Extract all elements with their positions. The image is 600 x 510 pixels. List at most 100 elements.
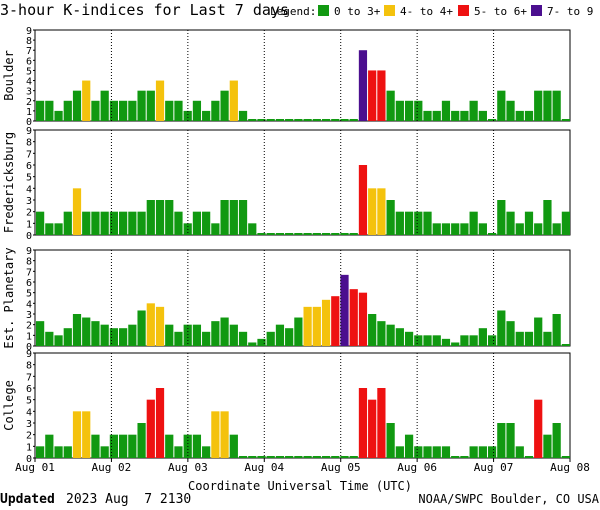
k-index-bar	[174, 100, 183, 121]
k-index-bar	[257, 338, 266, 346]
y-tick-label: 2	[26, 97, 32, 108]
k-index-bar	[285, 233, 294, 235]
k-index-bar	[238, 331, 248, 346]
k-index-bar	[561, 344, 570, 346]
k-index-bar	[497, 310, 506, 346]
k-index-bar	[506, 423, 515, 458]
k-index-bar	[368, 188, 377, 235]
k-index-bar	[266, 456, 275, 458]
k-index-bar	[331, 233, 340, 235]
k-index-bar	[395, 211, 404, 235]
k-index-bar	[202, 446, 211, 458]
panels-group: 0123456789Boulder0123456789Fredericksbur…	[2, 26, 571, 465]
legend-swatch-0-3	[318, 5, 329, 16]
k-index-bar	[294, 317, 303, 346]
k-index-bar	[183, 110, 192, 121]
x-axis: Aug 01 Aug 02 Aug 03 Aug 04 Aug 05 Aug 06 Aug …	[15, 30, 590, 474]
k-index-bar	[414, 100, 423, 121]
y-tick-label: 2	[26, 431, 32, 442]
k-index-bar	[220, 90, 229, 121]
y-tick-label: 2	[26, 208, 32, 219]
k-index-bar	[238, 200, 248, 235]
y-tick-label: 9	[26, 26, 32, 37]
k-index-bar	[534, 90, 543, 121]
k-index-bar	[72, 314, 82, 346]
panel-name: Est. Planetary	[2, 247, 16, 348]
k-index-bar	[552, 423, 561, 458]
k-index-bar	[82, 211, 91, 235]
k-index-bar	[441, 223, 451, 235]
y-tick-label: 5	[26, 289, 32, 300]
k-index-bar	[36, 446, 45, 458]
k-index-bar	[119, 100, 128, 121]
x-tick-label: Aug 07	[474, 461, 514, 474]
k-index-bar	[294, 456, 303, 458]
k-index-bar	[155, 388, 165, 458]
k-index-bar	[340, 233, 349, 235]
k-index-bar	[91, 211, 100, 235]
k-index-bar	[331, 296, 340, 346]
legend-swatch-5-6	[458, 5, 469, 16]
k-index-bar	[451, 223, 460, 235]
chart-title: 3-hour K-indices for Last 7 days	[0, 1, 289, 19]
k-index-bar	[303, 306, 312, 346]
k-index-bar	[561, 456, 570, 458]
k-index-bar	[82, 411, 91, 458]
k-index-bar	[109, 434, 119, 458]
k-index-bar	[321, 299, 331, 346]
k-index-bar	[515, 110, 524, 121]
k-index-bar	[487, 446, 497, 458]
k-index-bar	[211, 223, 220, 235]
x-tick-label: Aug 04	[244, 461, 284, 474]
k-index-bar	[285, 456, 294, 458]
y-tick-label: 8	[26, 36, 32, 47]
k-index-bar	[192, 324, 202, 346]
k-index-bar	[119, 328, 128, 346]
k-index-bar	[312, 306, 321, 346]
k-index-bar	[303, 456, 312, 458]
k-index-bar	[331, 119, 340, 121]
k-index-bar	[432, 223, 441, 235]
legend-swatch-4	[384, 5, 395, 16]
k-index-bar	[321, 456, 331, 458]
k-index-bar	[423, 446, 432, 458]
k-index-bar	[321, 233, 331, 235]
legend-text-7-9: 7- to 9	[547, 5, 593, 18]
k-index-bar	[460, 110, 469, 121]
k-index-bar	[552, 223, 561, 235]
k-index-bar	[377, 321, 386, 346]
k-index-bar	[275, 456, 285, 458]
k-index-bar	[266, 119, 275, 121]
k-index-bar	[146, 90, 155, 121]
k-index-bar	[358, 292, 368, 346]
k-index-bar	[183, 324, 192, 346]
k-index-bar	[238, 110, 248, 121]
k-index-bar	[506, 100, 515, 121]
y-tick-label: 4	[26, 407, 32, 418]
k-index-bar	[386, 423, 395, 458]
k-index-bar	[497, 200, 506, 235]
k-index-bar	[395, 100, 404, 121]
k-index-bar	[257, 233, 266, 235]
k-index-bar	[192, 211, 202, 235]
k-index-bar	[128, 211, 137, 235]
k-index-bar	[45, 331, 54, 346]
k-index-bar	[220, 200, 229, 235]
y-tick-label: 4	[26, 77, 32, 88]
x-tick-label: Aug 01	[15, 461, 55, 474]
k-index-bar	[331, 456, 340, 458]
k-index-bar	[478, 223, 487, 235]
y-tick-label: 4	[26, 184, 32, 195]
k-index-bar	[137, 423, 146, 458]
k-index-bar	[469, 446, 478, 458]
k-index-bar	[137, 310, 146, 346]
k-index-bar	[91, 100, 100, 121]
k-index-bar	[45, 100, 54, 121]
k-index-bar	[294, 119, 303, 121]
k-index-bar	[368, 314, 377, 346]
k-index-bar	[552, 314, 561, 346]
y-tick-label: 7	[26, 267, 32, 278]
k-index-bar	[349, 289, 358, 346]
k-index-bar	[441, 446, 451, 458]
